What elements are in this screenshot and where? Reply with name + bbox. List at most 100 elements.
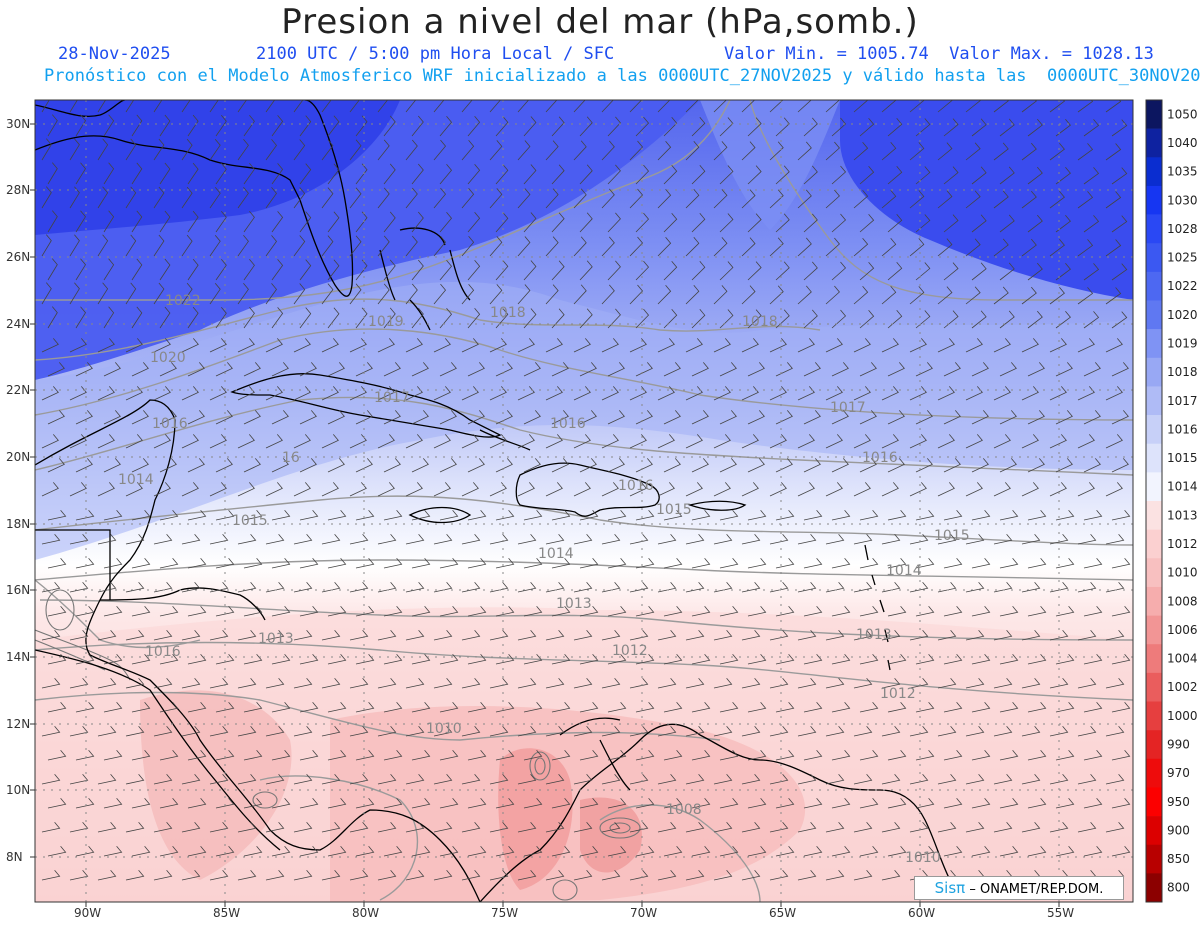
lon-label: 70W [630,906,657,920]
contour-label: 1018 [742,314,778,330]
colorbar-label: 1014 [1167,480,1198,494]
lat-label: 12N [6,717,30,731]
page-title: Presion a nivel del mar (hPa,somb.) [281,2,919,42]
contour-label: 1014 [886,563,922,579]
colorbar-label: 1000 [1167,709,1198,723]
colorbar-swatch [1146,816,1162,846]
lat-label: 22N [6,383,30,397]
lon-label: 60W [908,906,935,920]
colorbar-label: 950 [1167,795,1190,809]
contour-label: 1015 [232,513,268,529]
wind-barbs [41,100,1131,881]
colorbar-swatch [1146,672,1162,702]
colorbar-swatch [1146,501,1162,530]
colorbar-label: 1050 [1167,107,1198,121]
colorbar-swatch [1146,300,1162,330]
contour-label: 1016 [618,478,654,494]
lon-label: 75W [491,906,518,920]
colorbar-label: 1015 [1167,451,1198,465]
credit-box: Sisπ – ONAMET/REP.DOM. [914,876,1124,900]
colorbar-swatch [1146,357,1162,387]
colorbar-label: 1004 [1167,652,1198,666]
colorbar-swatch [1146,758,1162,788]
colorbar-swatch [1146,214,1162,244]
colorbar-swatch [1146,644,1162,674]
lat-label: 16N [6,583,30,597]
contour-label: 1016 [152,416,188,432]
colorbar-label: 970 [1167,766,1190,780]
contour-label: 1012 [612,643,648,659]
colorbar-label: 1020 [1167,308,1198,322]
lat-label: 18N [6,517,30,531]
contour-label: 1017 [830,400,866,416]
lat-label: 30N [6,117,30,131]
colorbar-swatch [1146,873,1162,903]
contour-label: 1014 [118,472,154,488]
contour-label: 1017 [374,390,410,406]
colorbar-swatch [1146,100,1162,129]
contour-label: 1019 [368,314,404,330]
contour-label: 1022 [165,293,201,309]
forecast-date: 28-Nov-2025 [58,44,171,64]
contour-label: 1016 [145,644,181,660]
lat-label: 26N [6,250,30,264]
colorbar-swatch [1146,529,1162,559]
colorbar-swatch [1146,386,1162,416]
lon-label: 80W [352,906,379,920]
contour-label: 1010 [426,721,462,737]
contour-label: 1016 [550,416,586,432]
contour-label: 1015 [656,502,692,518]
contour-label: 1013 [856,627,892,643]
contour-label: 1018 [490,305,526,321]
lat-label: 20N [6,450,30,464]
contour-label: 16 [282,450,300,466]
colorbar-swatch [1146,701,1162,731]
colorbar-swatch [1146,730,1162,760]
colorbar-label: 850 [1167,852,1190,866]
colorbar-label: 1008 [1167,594,1198,608]
contour-label: 1015 [934,528,970,544]
lat-label: 14N [6,650,30,664]
contour-label: 1012 [880,686,916,702]
min-max-values: Valor Min. = 1005.74 Valor Max. = 1028.1… [724,44,1154,64]
colorbar-label: 1017 [1167,394,1198,408]
contour-label: 1008 [666,802,702,818]
colorbar: 1050 1040 1035 1030 1028 1025 1022 1020 1019 1018… [1145,99,1198,903]
colorbar-swatch [1146,415,1162,445]
contour-label: 1020 [150,350,186,366]
colorbar-label: 1018 [1167,365,1198,379]
colorbar-label: 1012 [1167,537,1198,551]
colorbar-label: 1013 [1167,508,1198,522]
colorbar-label: 1006 [1167,623,1198,637]
colorbar-swatch [1146,128,1162,158]
colorbar-swatch [1146,271,1162,301]
sispi-logo: Sisπ [934,879,966,897]
lon-label: 65W [769,906,796,920]
model-info: Pronóstico con el Modelo Atmosferico WRF… [44,66,1200,86]
contour-label: 1016 [862,450,898,466]
colorbar-label: 990 [1167,738,1190,752]
colorbar-label: 800 [1167,881,1190,895]
lon-label: 90W [74,906,101,920]
lon-label: 85W [213,906,240,920]
contour-label: 1014 [538,546,574,562]
colorbar-label: 900 [1167,823,1190,837]
colorbar-swatch [1146,185,1162,215]
colorbar-swatch [1146,844,1162,874]
colorbar-swatch [1146,329,1162,359]
lat-label: 8N [6,850,23,864]
colorbar-label: 1022 [1167,279,1198,293]
contour-label: 1010 [905,850,941,866]
colorbar-label: 1010 [1167,566,1198,580]
lat-label: 24N [6,317,30,331]
pressure-map: 30N 28N 26N 24N 22N 20N 18N 16N 14N 12N 10N 8N 90W 8… [6,99,1198,920]
contour-label: 1013 [258,631,294,647]
colorbar-swatch [1146,615,1162,645]
colorbar-label: 1040 [1167,136,1198,150]
lon-label: 55W [1047,906,1074,920]
lat-label: 10N [6,783,30,797]
colorbar-swatch [1146,443,1162,473]
map-field [35,100,1133,902]
grid-lines [35,100,1133,902]
credit-text: – ONAMET/REP.DOM. [969,882,1104,897]
